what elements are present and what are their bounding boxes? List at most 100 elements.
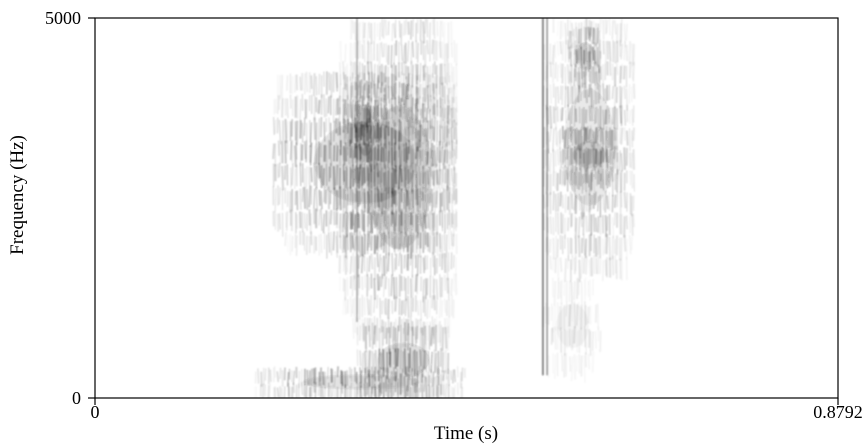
energy-striation-3 bbox=[349, 147, 352, 169]
energy-striation-4 bbox=[365, 80, 368, 98]
energy-striation-3 bbox=[452, 254, 455, 269]
y-tick-label-min: 0 bbox=[72, 388, 81, 408]
energy-striation-0 bbox=[453, 385, 456, 398]
energy-striation-3 bbox=[400, 44, 403, 62]
energy-striation-5 bbox=[611, 85, 615, 100]
energy-striation-8 bbox=[584, 352, 588, 368]
energy-striation-3 bbox=[383, 274, 386, 298]
energy-striation-5 bbox=[604, 214, 608, 238]
energy-striation-1 bbox=[364, 350, 367, 374]
energy-striation-5 bbox=[582, 257, 586, 274]
energy-striation-0 bbox=[276, 371, 280, 383]
energy-striation-3 bbox=[345, 193, 349, 214]
energy-striation-3 bbox=[431, 126, 435, 140]
energy-striation-3 bbox=[390, 274, 393, 297]
energy-core-4 bbox=[356, 108, 375, 156]
energy-striation-2 bbox=[448, 164, 451, 186]
energy-striation-3 bbox=[455, 63, 458, 87]
energy-striation-6 bbox=[580, 66, 583, 80]
energy-striation-3 bbox=[387, 278, 390, 297]
energy-striation-2 bbox=[293, 145, 297, 168]
energy-striation-3 bbox=[361, 44, 364, 60]
energy-striation-5 bbox=[575, 255, 577, 272]
energy-striation-3 bbox=[447, 87, 450, 105]
energy-striation-3 bbox=[450, 212, 453, 228]
energy-striation-3 bbox=[445, 125, 449, 147]
energy-striation-3 bbox=[402, 20, 406, 36]
energy-striation-0 bbox=[260, 371, 263, 387]
energy-striation-3 bbox=[338, 234, 342, 249]
energy-striation-2 bbox=[332, 231, 335, 251]
energy-striation-5 bbox=[632, 62, 635, 82]
energy-striation-2 bbox=[323, 186, 326, 203]
energy-striation-3 bbox=[438, 150, 441, 172]
energy-striation-5 bbox=[578, 259, 581, 283]
energy-striation-3 bbox=[424, 18, 427, 34]
energy-striation-3 bbox=[419, 62, 422, 83]
energy-striation-8 bbox=[594, 330, 597, 349]
energy-striation-5 bbox=[549, 84, 552, 104]
energy-striation-0 bbox=[257, 368, 260, 384]
energy-striation-6 bbox=[578, 71, 581, 93]
energy-striation-3 bbox=[435, 190, 438, 208]
energy-striation-5 bbox=[632, 43, 636, 66]
energy-striation-3 bbox=[416, 300, 420, 316]
energy-striation-4 bbox=[380, 84, 382, 102]
energy-striation-3 bbox=[410, 316, 413, 331]
energy-striation-1 bbox=[437, 323, 439, 343]
energy-striation-3 bbox=[416, 273, 419, 295]
energy-striation-3 bbox=[446, 168, 449, 191]
energy-striation-3 bbox=[443, 274, 447, 291]
energy-striation-5 bbox=[623, 85, 626, 100]
energy-striation-2 bbox=[295, 235, 298, 257]
energy-striation-4 bbox=[377, 79, 379, 99]
energy-striation-2 bbox=[309, 142, 313, 166]
energy-striation-3 bbox=[428, 65, 432, 83]
energy-striation-2 bbox=[317, 73, 321, 95]
energy-striation-3 bbox=[344, 147, 347, 169]
energy-striation-7 bbox=[608, 149, 612, 164]
energy-striation-5 bbox=[549, 255, 553, 270]
energy-striation-5 bbox=[620, 43, 623, 60]
energy-striation-3 bbox=[404, 298, 407, 317]
energy-striation-3 bbox=[429, 321, 432, 345]
energy-striation-2 bbox=[320, 190, 323, 210]
energy-striation-3 bbox=[363, 22, 366, 39]
energy-striation-2 bbox=[313, 188, 316, 209]
energy-striation-3 bbox=[368, 255, 371, 272]
energy-striation-5 bbox=[604, 88, 607, 104]
energy-striation-0 bbox=[280, 387, 284, 398]
energy-striation-5 bbox=[611, 20, 614, 40]
energy-striation-5 bbox=[561, 85, 564, 106]
energy-striation-7 bbox=[566, 146, 569, 160]
energy-striation-3 bbox=[448, 230, 451, 250]
energy-striation-5 bbox=[623, 147, 626, 170]
energy-striation-3 bbox=[433, 83, 436, 100]
energy-striation-8 bbox=[573, 280, 576, 301]
energy-striation-5 bbox=[623, 234, 627, 252]
energy-striation-5 bbox=[557, 40, 559, 56]
energy-striation-5 bbox=[595, 23, 598, 45]
energy-striation-3 bbox=[443, 149, 446, 170]
energy-striation-5 bbox=[613, 212, 616, 226]
energy-striation-3 bbox=[351, 275, 354, 297]
energy-striation-5 bbox=[569, 86, 572, 105]
energy-striation-7 bbox=[587, 170, 590, 188]
energy-striation-5 bbox=[628, 234, 632, 255]
energy-striation-4 bbox=[362, 84, 365, 107]
energy-striation-1 bbox=[389, 322, 392, 339]
energy-striation-2 bbox=[335, 98, 338, 116]
energy-striation-2 bbox=[320, 208, 323, 232]
energy-striation-5 bbox=[608, 18, 611, 36]
energy-striation-3 bbox=[352, 126, 354, 145]
energy-striation-3 bbox=[431, 252, 435, 268]
energy-striation-1 bbox=[371, 350, 374, 378]
energy-striation-5 bbox=[608, 41, 612, 62]
energy-striation-0 bbox=[267, 385, 270, 398]
energy-striation-5 bbox=[580, 212, 583, 228]
energy-striation-3 bbox=[353, 214, 357, 236]
energy-striation-5 bbox=[602, 194, 605, 211]
energy-striation-4 bbox=[360, 79, 362, 99]
energy-striation-1 bbox=[430, 351, 433, 373]
energy-striation-5 bbox=[570, 22, 574, 37]
